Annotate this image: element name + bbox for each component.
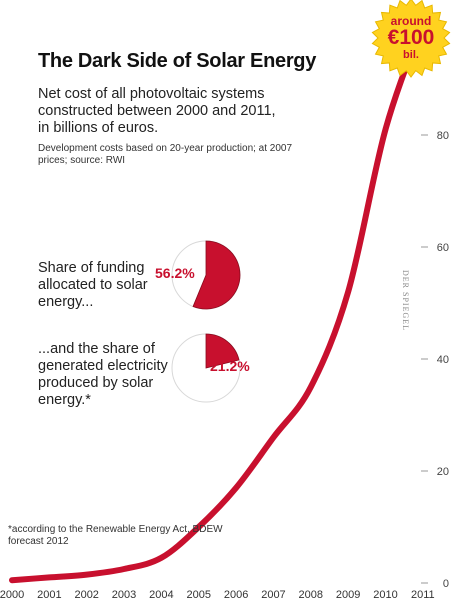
electricity-share-percent: 21.2% [210,358,250,374]
burst-line2: €100 [387,26,435,49]
x-tick-label: 2000 [0,589,24,600]
x-tick-label: 2002 [74,589,98,600]
chart-title: The Dark Side of Solar Energy [38,50,317,72]
y-tick-label: 0 [443,578,449,590]
pie-electricity-share [171,333,241,403]
x-tick-label: 2001 [37,589,61,600]
burst-shape [371,0,451,78]
x-tick-label: 2007 [261,589,285,600]
pie-funding-share [171,240,241,310]
x-axis: 2000 2001 2002 2003 2004 2005 2006 2007 2008 2009… [0,589,435,600]
funding-share-label: Share of funding allocated to solar ener… [38,260,148,310]
pie-slice [192,240,241,310]
x-tick-label: 2006 [224,589,248,600]
x-tick-label: 2009 [336,589,360,600]
x-tick-label: 2010 [373,589,397,600]
y-tick-label: 80 [437,130,449,142]
series-line [9,20,426,584]
pie-slice [205,333,240,369]
source-credit: DER SPIEGEL [401,270,410,331]
x-tick-label: 2005 [187,589,211,600]
funding-share-percent: 56.2% [155,265,195,281]
footnote: *according to the Renewable Energy Act, … [8,524,223,547]
burst-badge [371,0,451,78]
y-axis: 0 20 40 60 80 [421,130,449,590]
burst-line3: bil. [403,49,419,61]
y-tick-label: 20 [437,466,449,478]
chart-note: Development costs based on 20-year produ… [38,143,293,166]
x-tick-label: 2008 [299,589,323,600]
x-tick-label: 2004 [149,589,173,600]
x-tick-label: 2003 [112,589,136,600]
y-tick-label: 60 [437,242,449,254]
y-tick-label: 40 [437,354,449,366]
electricity-share-label: ...and the share of generated electricit… [38,341,168,408]
burst-line1: around [390,14,432,28]
x-tick-label: 2011 [411,589,435,600]
chart-subtitle: Net cost of all photovoltaic systems con… [38,86,276,136]
